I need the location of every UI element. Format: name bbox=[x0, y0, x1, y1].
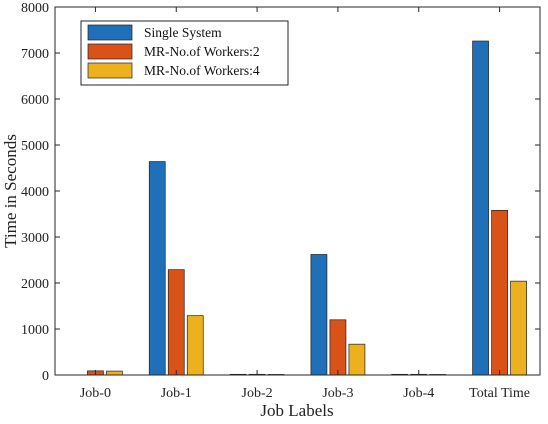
x-tick-label-job-2: Job-2 bbox=[242, 386, 273, 401]
bar-job-0-mr-no-of-workers-4 bbox=[106, 370, 123, 376]
bar-job-1-mr-no-of-workers-4 bbox=[186, 315, 204, 376]
y-tick-label: 3000 bbox=[21, 231, 49, 246]
legend: Single System MR-No.of Workers:2 MR-No.o… bbox=[80, 20, 289, 86]
legend-label-workers-4: MR-No.of Workers:4 bbox=[144, 63, 260, 78]
bar-job-3-mr-no-of-workers-4 bbox=[348, 343, 366, 376]
legend-label-workers-2: MR-No.of Workers:2 bbox=[144, 44, 260, 59]
x-tick-label-total-time: Total Time bbox=[469, 386, 530, 401]
bar-total-time-single-system bbox=[472, 40, 489, 376]
legend-swatch-workers-4 bbox=[87, 62, 133, 79]
bar-job-3-single-system bbox=[310, 254, 328, 376]
bars-group bbox=[87, 40, 527, 376]
bar-total-time-mr-no-of-workers-2 bbox=[491, 209, 508, 376]
legend-label-single-system: Single System bbox=[144, 25, 222, 40]
y-tick-label: 5000 bbox=[21, 139, 49, 154]
legend-swatch-workers-2 bbox=[87, 43, 133, 60]
bar-job-1-single-system bbox=[148, 161, 166, 376]
y-tick-label: 6000 bbox=[21, 93, 49, 108]
y-tick-label: 0 bbox=[42, 369, 49, 384]
y-tick-label: 4000 bbox=[21, 185, 49, 200]
y-axis-ticks: 0 1000 2000 3000 4000 5000 6000 7000 8000 bbox=[21, 1, 540, 384]
x-axis-label: Job Labels bbox=[260, 401, 333, 420]
legend-swatch-single-system bbox=[87, 24, 133, 41]
y-tick-label: 7000 bbox=[21, 47, 49, 62]
y-tick-label: 2000 bbox=[21, 277, 49, 292]
x-tick-label-job-0: Job-0 bbox=[80, 386, 111, 401]
bar-job-1-mr-no-of-workers-2 bbox=[167, 269, 185, 376]
x-tick-label-job-4: Job-4 bbox=[403, 386, 434, 401]
y-tick-label: 8000 bbox=[21, 1, 49, 16]
y-axis-label: Time in Seconds bbox=[1, 134, 20, 248]
x-tick-label-job-1: Job-1 bbox=[161, 386, 192, 401]
y-tick-label: 1000 bbox=[21, 323, 49, 338]
x-tick-label-job-3: Job-3 bbox=[322, 386, 353, 401]
x-axis-ticks: Job-0 Job-1 Job-2 Job-3 Job-4 Total Time bbox=[80, 7, 530, 401]
bar-total-time-mr-no-of-workers-4 bbox=[510, 280, 527, 376]
bar-job-3-mr-no-of-workers-2 bbox=[329, 319, 347, 376]
